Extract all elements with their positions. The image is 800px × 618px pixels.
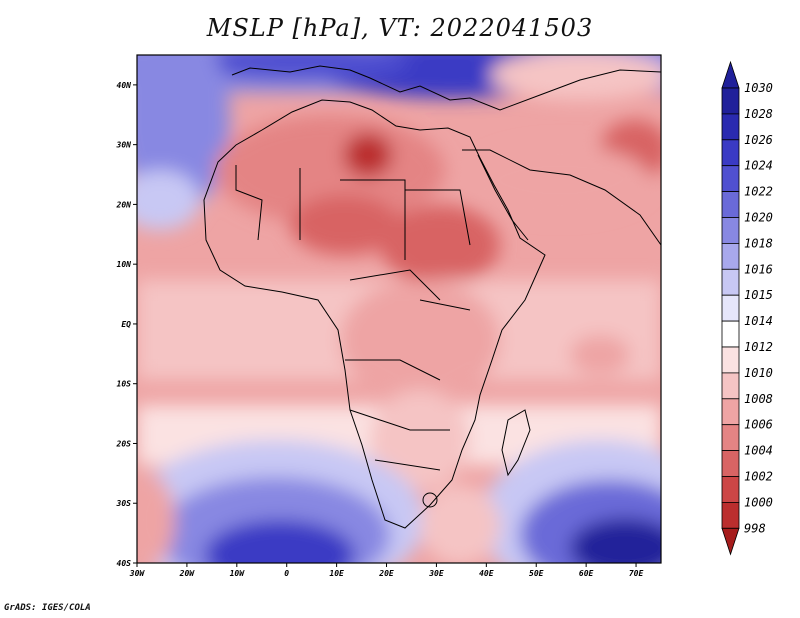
colorbar-label: 1004 bbox=[744, 444, 773, 458]
colorbar-label: 1002 bbox=[744, 470, 773, 484]
colorbar-segment bbox=[721, 191, 740, 218]
colorbar-label: 1030 bbox=[744, 81, 773, 95]
lon-tick-label: 70E bbox=[629, 569, 644, 578]
lon-tick-label: 50E bbox=[529, 569, 544, 578]
colorbar-label: 1008 bbox=[744, 392, 773, 406]
colorbar-label: 1024 bbox=[744, 159, 773, 173]
lat-tick-label: 30S bbox=[116, 499, 132, 508]
lat-tick-label: 10S bbox=[117, 380, 132, 389]
colorbar-label: 1006 bbox=[744, 418, 773, 432]
colorbar-label: 1000 bbox=[744, 495, 773, 509]
colorbar-label: 1020 bbox=[744, 211, 773, 225]
lon-tick-label: 0 bbox=[284, 569, 289, 578]
colorbar-segment bbox=[721, 268, 740, 296]
colorbar-segment bbox=[721, 398, 740, 426]
colorbar-label: 1026 bbox=[744, 133, 773, 147]
colorbar-label: 1016 bbox=[744, 262, 773, 276]
colorbar-label: 1014 bbox=[744, 314, 773, 328]
colorbar-label: 1028 bbox=[744, 107, 773, 121]
lon-tick-label: 60E bbox=[579, 569, 594, 578]
colorbar-segment bbox=[721, 424, 740, 452]
pressure-field bbox=[137, 55, 661, 563]
lat-tick-label: 20N bbox=[116, 200, 132, 209]
colorbar-label: 1010 bbox=[744, 366, 773, 380]
colorbar-segment bbox=[721, 476, 740, 503]
credit-footer: GrADS: IGES/COLA bbox=[4, 603, 91, 613]
colorbar-segment bbox=[721, 501, 740, 529]
lon-tick-label: 40E bbox=[479, 569, 494, 578]
colorbar-segment bbox=[721, 450, 740, 477]
colorbar-segment bbox=[721, 217, 740, 244]
colorbar-segment bbox=[721, 87, 740, 115]
colorbar-segment bbox=[721, 165, 740, 192]
colorbar-bottom-arrow bbox=[721, 527, 740, 556]
colorbar-segment bbox=[721, 113, 740, 141]
longitude-axis: 30W 20W 10W 0 10E 20E 30E 40E 50E 60E 70E bbox=[129, 563, 644, 578]
colorbar-label: 1022 bbox=[744, 185, 773, 199]
lon-tick-label: 20E bbox=[378, 569, 394, 578]
lon-tick-label: 20W bbox=[179, 569, 196, 578]
latitude-axis: 40N 30N 20N 10N EQ 10S 20S 30S 40S bbox=[116, 81, 137, 568]
colorbar-segment bbox=[721, 139, 740, 167]
lat-tick-label: 40N bbox=[117, 81, 132, 90]
colorbar-segment bbox=[721, 372, 740, 400]
colorbar-label: 1012 bbox=[744, 340, 773, 354]
map-title: MSLP [hPa], VT: 2022041503 bbox=[206, 14, 594, 42]
lon-tick-label: 10E bbox=[329, 569, 344, 578]
colorbar-segment bbox=[721, 242, 740, 270]
lon-tick-label: 10W bbox=[230, 569, 246, 578]
colorbar-label: 1018 bbox=[744, 236, 773, 250]
lat-tick-label: 20S bbox=[116, 439, 132, 448]
lat-tick-label: 10N bbox=[117, 260, 132, 269]
lat-tick-label: 40S bbox=[117, 559, 132, 568]
lat-tick-label: 30N bbox=[116, 141, 132, 150]
colorbar-segment bbox=[721, 294, 740, 322]
lon-tick-label: 30W bbox=[129, 569, 146, 578]
colorbar-segment bbox=[721, 320, 740, 348]
colorbar-segment bbox=[721, 346, 740, 374]
colorbar-top-arrow bbox=[721, 60, 740, 89]
map-frame bbox=[136, 54, 662, 564]
colorbar: 1030 1028 1026 1024 1022 1020 1018 1016 1015 1014… bbox=[721, 60, 773, 556]
colorbar-label: 998 bbox=[744, 521, 766, 535]
lat-tick-label: EQ bbox=[121, 320, 131, 329]
colorbar-label: 1015 bbox=[744, 288, 773, 302]
lon-tick-label: 30E bbox=[428, 569, 444, 578]
